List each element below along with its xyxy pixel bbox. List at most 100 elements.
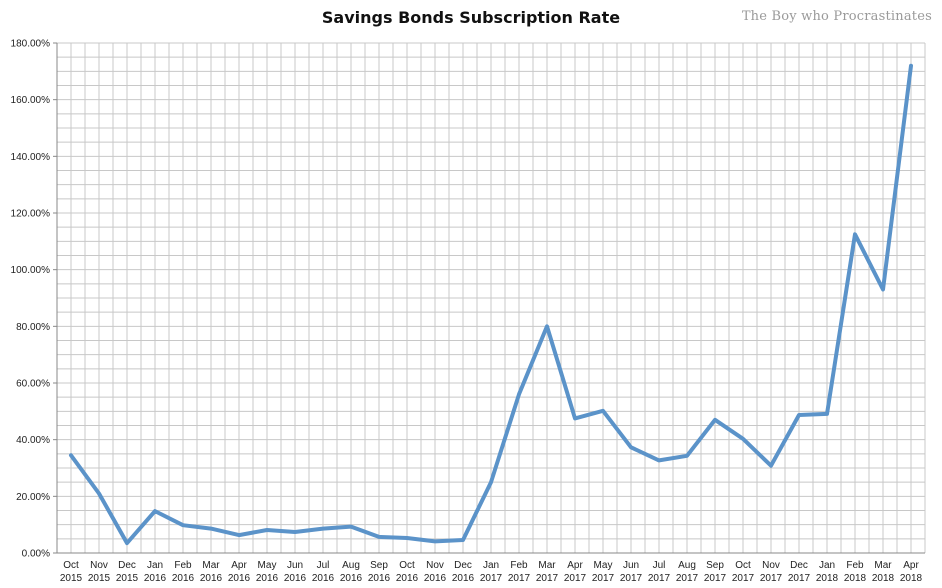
y-tick-label: 20.00% <box>16 492 50 503</box>
data-point <box>741 437 745 441</box>
x-tick-label-month: Oct <box>63 560 79 571</box>
x-tick-label-year: 2016 <box>144 573 167 584</box>
x-tick-label-year: 2016 <box>284 573 307 584</box>
x-tick-label-month: Nov <box>426 560 444 571</box>
x-tick-label-month: Jul <box>317 560 330 571</box>
data-point <box>433 539 437 543</box>
data-point <box>545 324 549 328</box>
chart-title: Savings Bonds Subscription Rate <box>321 8 621 27</box>
x-tick-label-month: Apr <box>231 560 247 571</box>
y-tick-label: 80.00% <box>16 322 50 333</box>
x-tick-label-month: Feb <box>174 560 192 571</box>
x-tick-label-month: Jan <box>819 560 835 571</box>
x-tick-label-month: Mar <box>874 560 892 571</box>
data-point <box>517 392 521 396</box>
grid <box>56 42 926 554</box>
x-tick-label-month: Jun <box>287 560 303 571</box>
data-point <box>657 458 661 462</box>
series <box>69 63 913 546</box>
y-tick-label: 60.00% <box>16 379 50 390</box>
x-tick-label-month: Dec <box>454 560 472 571</box>
x-tick-label-month: Apr <box>903 560 919 571</box>
x-tick-label-year: 2015 <box>88 573 111 584</box>
x-tick-label-year: 2018 <box>816 573 839 584</box>
x-tick-label-year: 2016 <box>424 573 447 584</box>
data-point <box>153 509 157 513</box>
data-point <box>629 445 633 449</box>
y-tick-label: 40.00% <box>16 435 50 446</box>
y-axis-ticks: 0.00% 20.00% 40.00% 60.00% 80.00% 100.00% 120.… <box>11 39 57 560</box>
data-point <box>321 527 325 531</box>
x-tick-label-month: May <box>594 560 613 571</box>
x-tick-label-year: 2016 <box>312 573 335 584</box>
x-tick-label-year: 2016 <box>368 573 391 584</box>
series-line <box>69 63 913 546</box>
x-tick-label-year: 2017 <box>732 573 755 584</box>
x-tick-label-year: 2017 <box>592 573 615 584</box>
y-tick-label: 100.00% <box>11 265 51 276</box>
x-tick-label-year: 2016 <box>228 573 251 584</box>
data-point <box>881 288 885 292</box>
x-tick-label-month: Nov <box>90 560 108 571</box>
x-tick-label-month: Mar <box>202 560 220 571</box>
x-axis-ticks: Oct 2015 Nov 2015 Dec 2015 Jan 2016 Feb 2016 Mar 20… <box>60 560 923 584</box>
y-tick-label: 160.00% <box>11 95 51 106</box>
x-tick-label-year: 2015 <box>60 573 83 584</box>
x-tick-label-month: Oct <box>735 560 751 571</box>
x-tick-label-month: Sep <box>706 560 724 571</box>
x-tick-label-year: 2015 <box>116 573 139 584</box>
x-tick-label-year: 2018 <box>844 573 867 584</box>
y-tick-label: 0.00% <box>22 549 50 560</box>
x-tick-label-year: 2017 <box>508 573 531 584</box>
x-tick-label-year: 2017 <box>480 573 503 584</box>
watermark: The Boy who Procrastinates <box>741 9 932 24</box>
data-point <box>377 535 381 539</box>
x-tick-label-month: Aug <box>678 560 696 571</box>
x-tick-label-month: Feb <box>846 560 864 571</box>
axes <box>56 43 925 554</box>
x-tick-label-month: Mar <box>538 560 556 571</box>
x-tick-label-month: May <box>258 560 277 571</box>
x-tick-label-month: Nov <box>762 560 780 571</box>
data-point <box>461 538 465 542</box>
data-point <box>685 454 689 458</box>
data-point <box>769 464 773 468</box>
data-point <box>181 523 185 527</box>
x-tick-label-month: Jan <box>147 560 163 571</box>
x-tick-label-year: 2017 <box>788 573 811 584</box>
data-point <box>69 453 73 457</box>
x-tick-label-month: Apr <box>567 560 583 571</box>
data-point <box>209 527 213 531</box>
x-tick-label-year: 2016 <box>256 573 279 584</box>
data-point <box>237 533 241 537</box>
x-tick-label-year: 2017 <box>620 573 643 584</box>
x-tick-label-year: 2017 <box>648 573 671 584</box>
x-tick-label-year: 2018 <box>872 573 895 584</box>
x-tick-label-year: 2016 <box>200 573 223 584</box>
data-point <box>825 412 829 416</box>
x-tick-label-year: 2016 <box>172 573 195 584</box>
x-tick-label-month: Feb <box>510 560 528 571</box>
data-point <box>489 480 493 484</box>
x-tick-label-month: Aug <box>342 560 360 571</box>
x-tick-label-year: 2017 <box>704 573 727 584</box>
x-tick-label-year: 2017 <box>760 573 783 584</box>
data-point <box>853 232 857 236</box>
data-point <box>573 416 577 420</box>
data-point <box>97 492 101 496</box>
x-tick-label-year: 2017 <box>676 573 699 584</box>
x-tick-label-month: Oct <box>399 560 415 571</box>
data-point <box>405 536 409 540</box>
data-point <box>293 530 297 534</box>
x-tick-label-month: Jan <box>483 560 499 571</box>
x-tick-label-month: Dec <box>118 560 136 571</box>
x-tick-label-month: Jun <box>623 560 639 571</box>
x-tick-label-year: 2018 <box>900 573 923 584</box>
data-point <box>909 64 913 68</box>
data-point <box>349 525 353 529</box>
x-tick-label-month: Sep <box>370 560 388 571</box>
x-tick-label-year: 2016 <box>340 573 363 584</box>
data-point <box>797 413 801 417</box>
y-tick-label: 140.00% <box>11 152 51 163</box>
